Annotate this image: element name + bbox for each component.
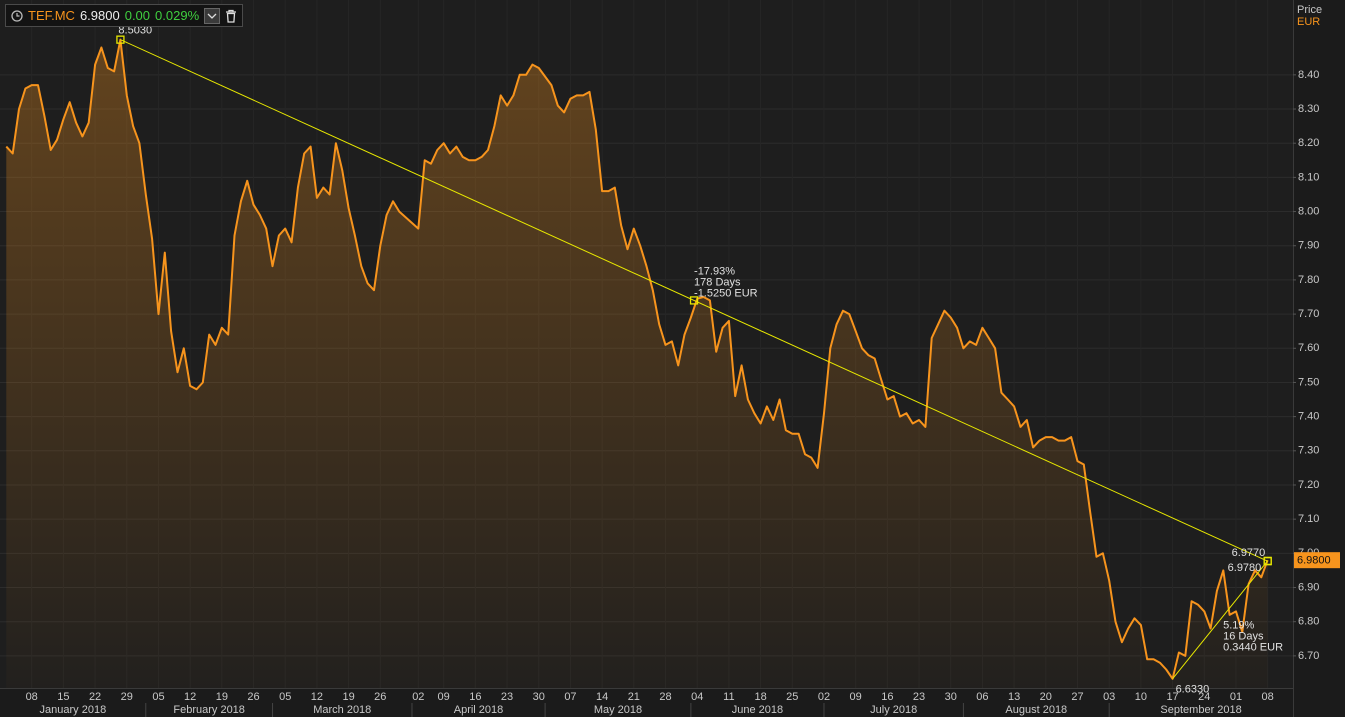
month-label: May 2018	[594, 704, 642, 716]
x-tick-label: 16	[469, 691, 481, 703]
x-tick-label: 03	[1103, 691, 1115, 703]
y-tick-label: 7.30	[1298, 445, 1319, 457]
x-tick-label: 21	[628, 691, 640, 703]
x-tick-label: 10	[1135, 691, 1147, 703]
x-tick-label: 18	[754, 691, 766, 703]
trendline-start-handle	[116, 35, 125, 44]
trendline-end-label: 6.9780	[1228, 562, 1262, 574]
trendline-change: 0.3440 EUR	[1223, 642, 1283, 654]
x-tick-label: 17	[1166, 691, 1178, 703]
x-tick-label: 09	[438, 691, 450, 703]
month-label: February 2018	[173, 704, 245, 716]
x-tick-label: 07	[564, 691, 576, 703]
x-tick-label: 15	[57, 691, 69, 703]
x-axis-band	[0, 688, 1345, 717]
y-tick-label: 7.90	[1298, 240, 1319, 252]
y-tick-label: 6.70	[1298, 650, 1319, 662]
x-tick-label: 12	[184, 691, 196, 703]
trendline-mid-handle	[689, 296, 699, 305]
trendline-end-label: 6.9770	[1232, 547, 1266, 559]
y-tick-label: 8.10	[1298, 171, 1319, 183]
x-tick-label: 09	[850, 691, 862, 703]
month-label: June 2018	[732, 704, 783, 716]
y-axis-unit: EUR	[1297, 16, 1320, 28]
month-label: January 2018	[40, 704, 107, 716]
price-area	[6, 39, 1268, 689]
change-percent: 0.029%	[155, 8, 200, 23]
y-tick-label: 7.80	[1298, 274, 1319, 286]
x-tick-label: 23	[913, 691, 925, 703]
x-tick-label: 02	[818, 691, 830, 703]
last-price-marker	[1294, 552, 1340, 569]
x-tick-label: 24	[1198, 691, 1210, 703]
x-tick-label: 22	[89, 691, 101, 703]
trendline-change-pct: 5.19%	[1223, 620, 1254, 632]
x-tick-label: 30	[945, 691, 957, 703]
x-tick-label: 19	[216, 691, 228, 703]
x-tick-label: 05	[152, 691, 164, 703]
trendline	[120, 39, 1268, 562]
x-tick-label: 14	[596, 691, 608, 703]
clock-icon[interactable]	[11, 9, 23, 22]
symbol: TEF.MC	[28, 8, 75, 23]
trendline-change-pct: -17.93%	[694, 265, 735, 277]
y-tick-label: 7.50	[1298, 376, 1319, 388]
month-label: March 2018	[313, 704, 371, 716]
x-tick-label: 28	[659, 691, 671, 703]
x-tick-label: 11	[723, 691, 734, 703]
x-tick-label: 13	[1008, 691, 1020, 703]
y-tick-label: 7.60	[1298, 342, 1319, 354]
x-tick-label: 29	[121, 691, 133, 703]
x-tick-label: 30	[533, 691, 545, 703]
y-tick-label: 7.20	[1298, 479, 1319, 491]
dropdown-button[interactable]	[204, 7, 221, 24]
x-tick-label: 19	[342, 691, 354, 703]
change: 0.00	[124, 8, 151, 23]
month-label: September 2018	[1160, 704, 1241, 716]
trendline-days: 178 Days	[694, 276, 741, 288]
x-tick-label: 04	[691, 691, 703, 703]
month-label: April 2018	[454, 704, 504, 716]
x-tick-label: 16	[881, 691, 893, 703]
x-tick-label: 12	[311, 691, 323, 703]
x-tick-label: 05	[279, 691, 291, 703]
x-tick-label: 02	[412, 691, 424, 703]
x-tick-label: 26	[247, 691, 259, 703]
trendline-start-label: 6.6330	[1176, 684, 1210, 696]
y-tick-label: 8.30	[1298, 103, 1319, 115]
y-tick-label: 8.20	[1298, 137, 1319, 149]
x-tick-label: 25	[786, 691, 798, 703]
x-tick-label: 26	[374, 691, 386, 703]
instrument-header: TEF.MC 6.9800 0.00 0.029%	[5, 4, 244, 27]
trendline-change: -1.5250 EUR	[694, 287, 758, 299]
y-tick-label: 6.80	[1298, 616, 1319, 628]
x-tick-label: 06	[976, 691, 988, 703]
price-line	[5, 38, 1269, 680]
y-tick-label: 7.70	[1298, 308, 1319, 320]
x-tick-label: 20	[1040, 691, 1052, 703]
y-tick-label: 8.00	[1298, 205, 1319, 217]
trendline-start-label: 8.5030	[118, 25, 152, 37]
y-tick-label: 8.40	[1298, 69, 1319, 81]
trendline	[1172, 560, 1269, 680]
month-label: July 2018	[870, 704, 917, 716]
trendline-end-handle	[1263, 556, 1272, 566]
y-tick-label: 7.10	[1298, 513, 1319, 525]
x-tick-label: 08	[26, 691, 38, 703]
x-tick-label: 01	[1230, 691, 1242, 703]
trendline-days: 16 Days	[1223, 631, 1264, 643]
x-tick-label: 27	[1071, 691, 1083, 703]
last-price: 6.9800	[79, 8, 120, 23]
y-axis-title: Price	[1297, 4, 1322, 16]
delete-button[interactable]	[225, 9, 237, 23]
month-label: August 2018	[1005, 704, 1067, 716]
y-tick-label: 6.90	[1298, 581, 1319, 593]
last-price-label: 6.9800	[1297, 555, 1331, 567]
x-tick-label: 08	[1262, 691, 1274, 703]
x-tick-label: 23	[501, 691, 513, 703]
y-tick-label: 7.40	[1298, 411, 1319, 423]
